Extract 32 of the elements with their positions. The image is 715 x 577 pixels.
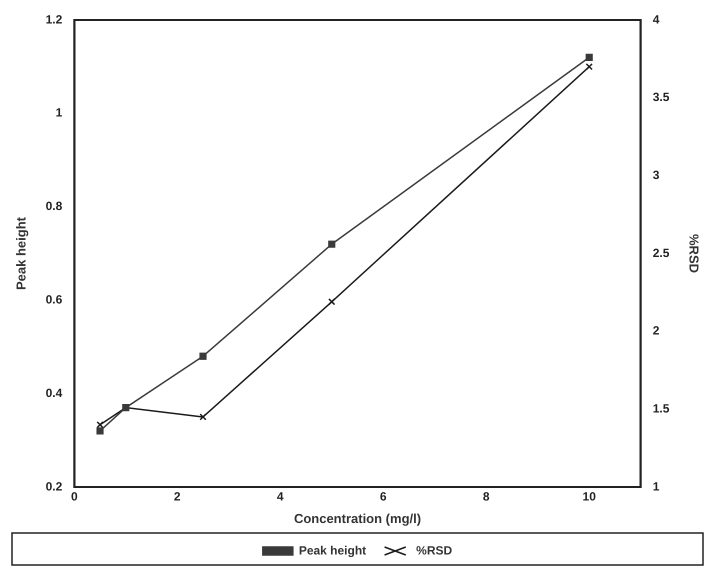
y-tick-label: 1.2 bbox=[46, 12, 63, 26]
y2-tick-label: 2 bbox=[652, 324, 660, 338]
point bbox=[199, 413, 207, 421]
y-tick-label: 1 bbox=[56, 106, 63, 120]
y2-tick-label: 3 bbox=[652, 168, 660, 182]
y2-tick-label: 3.5 bbox=[652, 90, 670, 104]
legend-label: %RSD bbox=[416, 543, 453, 558]
y-tick-label: 0.4 bbox=[46, 386, 63, 400]
y-tick-label: 0.8 bbox=[46, 199, 63, 214]
y-tick-label: 0.2 bbox=[46, 479, 63, 494]
y2-tick-label: 4 bbox=[652, 12, 660, 26]
x-tick-label: 0 bbox=[70, 490, 78, 504]
point bbox=[586, 63, 593, 70]
x-tick-label: 8 bbox=[482, 490, 490, 504]
y2-tick-label: 1 bbox=[652, 479, 660, 494]
point bbox=[328, 240, 336, 248]
point bbox=[96, 421, 104, 428]
x-tick-label: 10 bbox=[582, 490, 596, 504]
legend-label: Peak height bbox=[298, 543, 366, 558]
y-axis-title: Peak height bbox=[13, 216, 28, 290]
y-tick-label: 0.6 bbox=[46, 292, 63, 307]
point bbox=[586, 54, 593, 61]
x-tick-label: 2 bbox=[174, 490, 181, 504]
y2-tick-label: 2.5 bbox=[652, 246, 670, 260]
point bbox=[328, 298, 336, 306]
point bbox=[199, 352, 207, 360]
x-tick-label: 4 bbox=[276, 490, 284, 504]
point bbox=[96, 427, 104, 435]
x-tick-label: 6 bbox=[380, 490, 387, 504]
x-axis-title: Concentration (mg/l) bbox=[294, 510, 422, 526]
y2-tick-label: 1.5 bbox=[652, 401, 670, 416]
y2-axis-title: %RSD bbox=[686, 234, 702, 274]
